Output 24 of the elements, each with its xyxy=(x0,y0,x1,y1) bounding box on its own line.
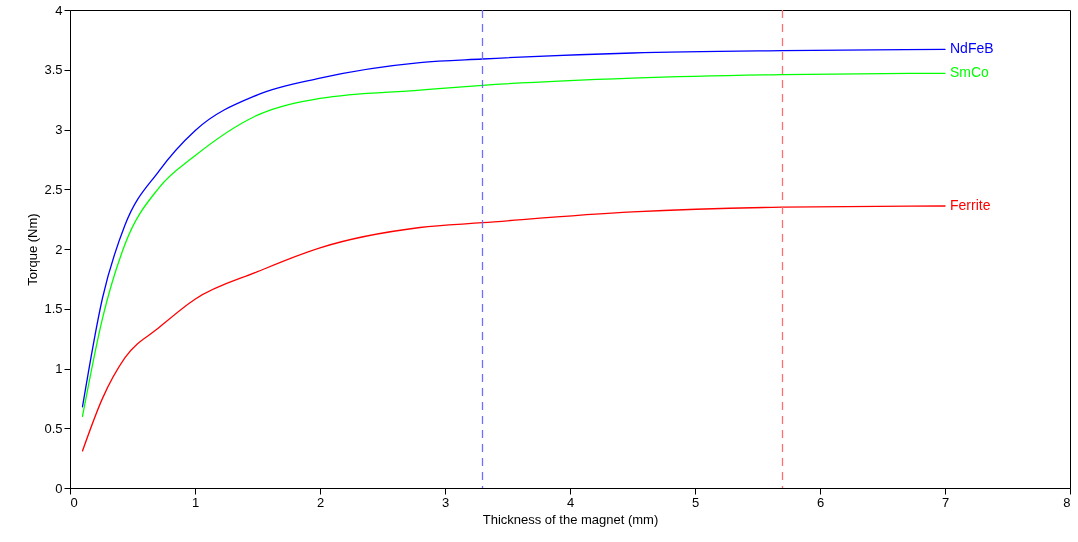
y-tick-label: 4 xyxy=(55,2,63,18)
y-tick-label: 0 xyxy=(55,480,63,496)
x-tick-label: 5 xyxy=(691,494,700,510)
x-tick-label: 0 xyxy=(70,494,78,510)
y-tick-label: 2.5 xyxy=(44,181,63,197)
x-tick-label: 8 xyxy=(1063,494,1071,510)
y-tick-label: 1 xyxy=(55,361,63,376)
x-tick-label: 2 xyxy=(316,494,325,510)
series-label: Ferrite xyxy=(950,196,991,213)
x-tick-label: 6 xyxy=(816,494,825,510)
series-label: NdFeB xyxy=(950,40,994,57)
y-tick-label: 2 xyxy=(55,241,63,257)
y-tick-label: 3.5 xyxy=(44,62,63,78)
y-tick-label: 3 xyxy=(55,122,63,137)
y-tick-label: 0.5 xyxy=(44,420,63,436)
x-tick-label: 4 xyxy=(566,494,575,510)
y-axis-title: Torque (Nm) xyxy=(25,213,41,286)
x-tick-label: 3 xyxy=(441,494,450,510)
x-tick-label: 1 xyxy=(191,494,200,510)
series-label: SmCo xyxy=(950,64,990,81)
x-axis-title: Thickness of the magnet (mm) xyxy=(482,511,659,527)
y-tick-label: 1.5 xyxy=(44,301,63,317)
x-tick-label: 7 xyxy=(941,494,950,510)
line-series xyxy=(81,205,946,452)
